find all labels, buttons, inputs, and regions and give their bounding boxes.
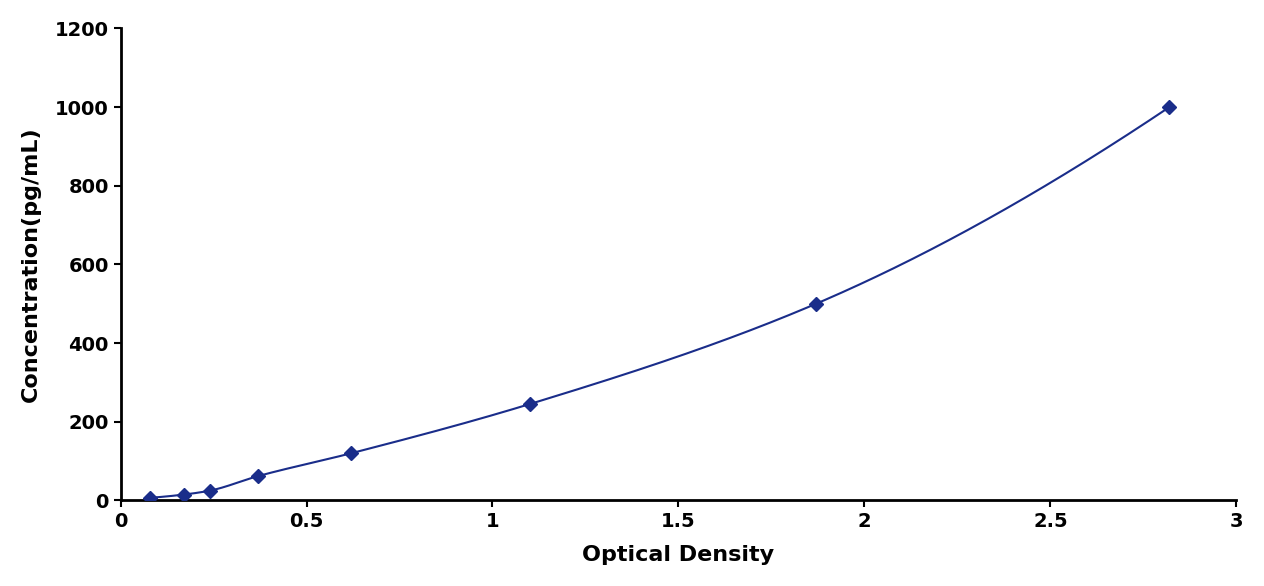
Y-axis label: Concentration(pg/mL): Concentration(pg/mL): [20, 127, 40, 402]
X-axis label: Optical Density: Optical Density: [583, 545, 775, 565]
